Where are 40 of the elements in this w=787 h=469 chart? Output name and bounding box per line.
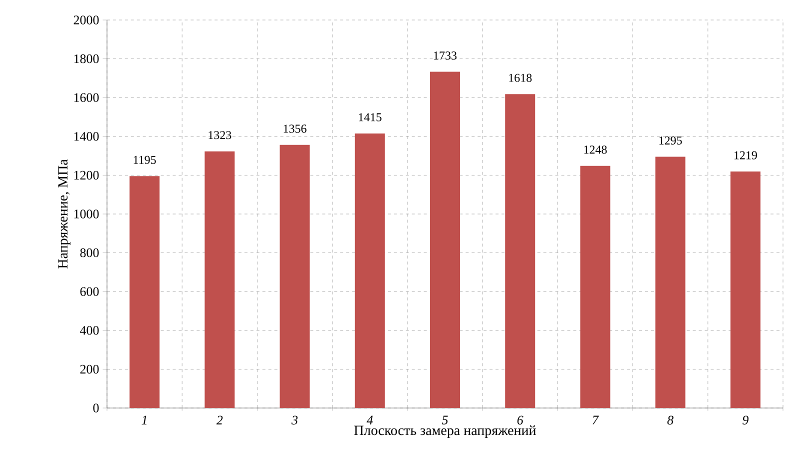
x-tick-label: 5 (442, 416, 448, 424)
data-label: 1415 (358, 113, 382, 122)
data-label: 1323 (208, 131, 232, 140)
data-label: 1733 (434, 52, 457, 60)
bar (204, 151, 235, 408)
y-tick-label: 1600 (74, 93, 99, 102)
bar (130, 176, 160, 408)
y-tick-label: 800 (80, 248, 99, 258)
data-label: 1295 (659, 136, 682, 145)
x-axis-title: Плоскость замера напряжений (354, 425, 536, 438)
x-tick-label: 9 (742, 416, 748, 425)
data-label: 1618 (509, 74, 532, 82)
bar (655, 156, 686, 408)
x-tick-label: 3 (292, 416, 298, 425)
y-tick-label: 400 (80, 326, 99, 335)
y-tick-label: 1400 (74, 132, 99, 141)
data-label: 1219 (734, 151, 757, 160)
y-tick-label: 0 (93, 404, 99, 412)
y-tick-label: 1000 (74, 210, 99, 218)
bar (580, 166, 610, 408)
x-tick-label: 7 (592, 416, 599, 424)
x-tick-label: 6 (517, 416, 524, 425)
y-tick-label: 1800 (74, 54, 99, 64)
bar (354, 133, 385, 408)
bar (280, 144, 310, 408)
y-tick-label: 600 (80, 287, 99, 296)
y-tick-label: 1200 (74, 170, 99, 180)
x-tick-label: 8 (667, 416, 674, 425)
x-tick-label: 2 (216, 416, 223, 424)
bar (505, 94, 536, 408)
x-tick-label: 1 (142, 416, 146, 424)
y-tick-label: 200 (80, 364, 99, 374)
data-label: 1248 (584, 146, 607, 154)
x-tick-label: 4 (366, 416, 373, 424)
bar (430, 72, 460, 408)
bar (730, 172, 760, 408)
y-tick-label: 2000 (74, 16, 99, 24)
data-label: 1195 (134, 156, 156, 164)
data-label: 1356 (284, 124, 306, 133)
y-axis-title: Напряжение, МПа (58, 159, 70, 268)
